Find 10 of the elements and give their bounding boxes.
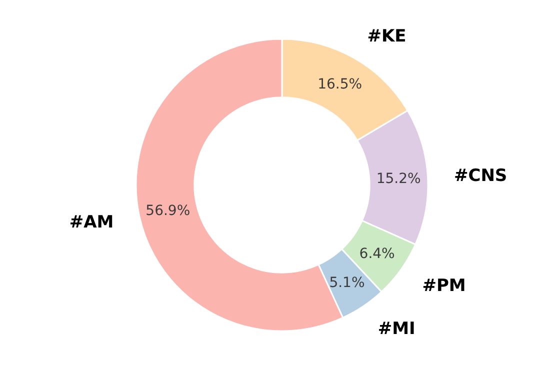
data-label: 6.4% xyxy=(359,246,395,262)
data-label: 5.1% xyxy=(329,274,365,291)
slice-label: #AM xyxy=(69,212,114,233)
slice-label: #MI xyxy=(378,319,416,340)
slice-label: #CNS xyxy=(454,166,508,186)
slice-label: #KE xyxy=(367,26,406,46)
data-label: 15.2% xyxy=(376,171,421,188)
slice-label: #PM xyxy=(422,276,466,296)
data-label: 16.5% xyxy=(318,76,362,92)
data-label: 56.9% xyxy=(146,202,190,219)
